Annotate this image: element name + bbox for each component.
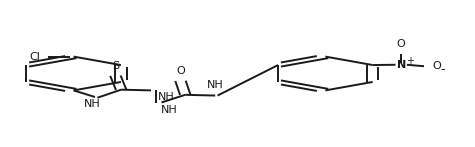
Text: S: S	[112, 61, 119, 71]
Text: O: O	[433, 61, 441, 71]
Text: -: -	[441, 63, 445, 76]
Text: NH: NH	[207, 80, 224, 90]
Text: NH: NH	[84, 99, 101, 109]
Text: Cl: Cl	[29, 52, 40, 62]
Text: NH: NH	[161, 105, 177, 115]
Text: +: +	[406, 56, 414, 66]
Text: O: O	[176, 66, 185, 76]
Text: NH: NH	[158, 92, 175, 102]
Text: O: O	[397, 39, 406, 49]
Text: N: N	[397, 60, 406, 70]
